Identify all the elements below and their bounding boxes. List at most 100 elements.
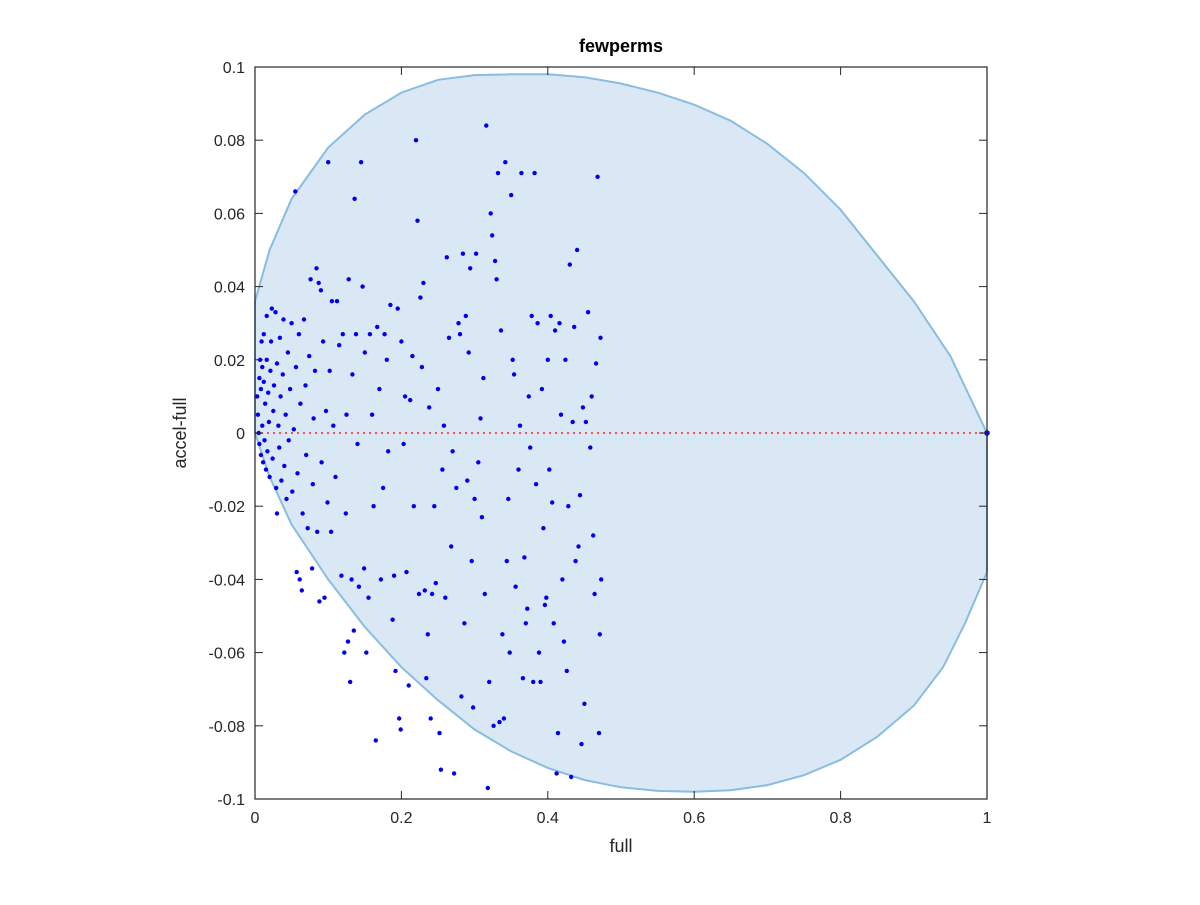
data-point xyxy=(511,372,517,377)
data-point xyxy=(563,357,568,362)
data-point xyxy=(369,412,375,417)
data-point xyxy=(310,482,315,487)
data-point xyxy=(593,361,599,366)
data-point xyxy=(276,423,281,428)
data-point xyxy=(301,317,307,322)
data-point xyxy=(314,266,319,271)
data-point xyxy=(390,617,395,622)
data-point xyxy=(304,452,309,458)
data-point xyxy=(504,558,509,564)
data-point xyxy=(591,533,596,538)
data-point xyxy=(595,174,600,179)
data-point xyxy=(266,390,271,395)
data-point xyxy=(522,555,527,560)
data-point xyxy=(433,580,438,586)
data-point xyxy=(289,321,294,326)
data-point xyxy=(282,463,287,469)
data-point xyxy=(574,247,580,253)
data-point xyxy=(510,357,515,362)
data-point xyxy=(274,485,279,491)
data-point xyxy=(472,496,477,502)
data-point xyxy=(487,679,492,685)
data-point xyxy=(557,321,562,326)
data-point xyxy=(592,591,597,597)
data-point xyxy=(351,628,356,633)
data-point xyxy=(513,584,518,589)
data-point xyxy=(462,621,467,626)
data-point xyxy=(270,456,275,461)
data-point xyxy=(564,668,569,674)
chart-title: fewperms xyxy=(579,36,663,56)
data-point xyxy=(473,251,479,256)
data-point xyxy=(523,621,528,626)
data-point xyxy=(466,350,471,355)
data-point xyxy=(570,419,575,425)
data-point xyxy=(391,573,397,578)
data-point xyxy=(279,478,284,483)
data-point xyxy=(264,357,269,362)
data-point xyxy=(424,676,429,681)
data-point xyxy=(319,460,324,465)
x-tick-label: 0 xyxy=(251,810,260,827)
data-point xyxy=(257,441,262,447)
data-point xyxy=(308,277,313,282)
data-point xyxy=(441,423,447,428)
data-point xyxy=(298,401,303,406)
data-point xyxy=(364,650,369,655)
data-point xyxy=(567,262,572,267)
data-point xyxy=(422,588,427,593)
data-point xyxy=(262,438,267,443)
data-point xyxy=(525,606,530,611)
data-point xyxy=(307,353,312,359)
data-point xyxy=(597,632,602,637)
data-point xyxy=(263,467,269,472)
data-point xyxy=(334,299,340,304)
data-point xyxy=(309,566,315,571)
data-point xyxy=(280,372,285,377)
data-point xyxy=(380,485,386,491)
data-point xyxy=(444,255,449,260)
data-point xyxy=(339,573,344,578)
data-point xyxy=(596,730,602,736)
data-point xyxy=(311,416,316,421)
data-point xyxy=(516,467,521,472)
data-point xyxy=(561,639,567,644)
data-point xyxy=(539,386,545,392)
data-point xyxy=(408,397,413,403)
data-point xyxy=(277,335,283,340)
data-point xyxy=(572,324,577,330)
data-point xyxy=(257,375,262,381)
y-axis-ticks: -0.1 -0.08 -0.06 -0.04 -0.02 0 0.02 0.04 0.06 0.0… xyxy=(209,60,987,809)
data-point xyxy=(378,577,384,582)
data-point xyxy=(411,504,416,509)
data-point xyxy=(333,474,338,480)
data-point xyxy=(435,386,441,392)
data-point xyxy=(585,310,591,315)
data-point xyxy=(361,566,367,571)
data-point xyxy=(259,339,264,344)
data-point xyxy=(463,313,468,319)
data-point xyxy=(517,423,523,428)
data-point xyxy=(488,211,493,216)
data-point xyxy=(296,332,302,337)
data-point xyxy=(451,771,457,776)
points-layer xyxy=(255,123,990,791)
data-point xyxy=(352,196,357,201)
data-point xyxy=(545,357,550,362)
data-point xyxy=(573,558,578,564)
y-axis-label: accel-full xyxy=(170,397,190,468)
data-point xyxy=(548,313,553,319)
data-point xyxy=(362,350,367,355)
data-point xyxy=(428,716,433,721)
data-point xyxy=(287,386,293,392)
data-point xyxy=(290,489,295,494)
data-point xyxy=(327,368,332,373)
data-point xyxy=(418,295,423,300)
data-point xyxy=(291,427,296,432)
data-point xyxy=(274,511,280,516)
data-point xyxy=(583,419,589,425)
data-point xyxy=(506,496,511,502)
x-tick-label: 0.4 xyxy=(537,810,559,827)
